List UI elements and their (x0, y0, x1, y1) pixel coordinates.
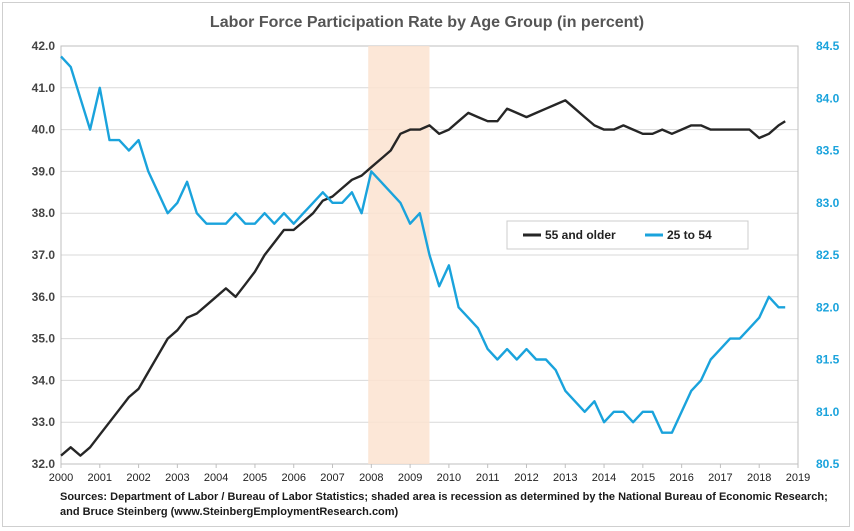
x-tick-label: 2017 (708, 472, 732, 484)
legend: 55 and older 25 to 54 (506, 220, 749, 250)
x-tick-label: 2011 (476, 472, 500, 484)
right-tick-label: 83.5 (816, 144, 840, 158)
right-tick-label: 82.0 (816, 300, 840, 314)
left-tick-label: 36.0 (32, 290, 56, 304)
x-tick-label: 2003 (165, 472, 189, 484)
left-tick-label: 40.0 (32, 123, 56, 137)
x-tick-label: 2013 (553, 472, 577, 484)
legend-box (506, 220, 749, 250)
legend-label-25-to-54: 25 to 54 (667, 228, 712, 242)
left-tick-label: 37.0 (32, 248, 56, 262)
x-tick-label: 2018 (747, 472, 771, 484)
series-line-55-and-older (60, 99, 786, 457)
x-tick-label: 2012 (514, 472, 538, 484)
left-tick-label: 35.0 (32, 332, 56, 346)
right-tick-label: 81.0 (816, 405, 840, 419)
left-tick-label: 41.0 (32, 81, 56, 95)
source-note: Sources: Department of Labor / Bureau of… (60, 491, 828, 518)
x-tick-label: 2001 (88, 472, 112, 484)
left-tick-label: 39.0 (32, 164, 56, 178)
right-tick-label: 81.5 (816, 353, 840, 367)
x-tick-label: 2005 (243, 472, 267, 484)
right-tick-label: 83.0 (816, 196, 840, 210)
series-lines (60, 55, 786, 457)
left-tick-label: 38.0 (32, 206, 56, 220)
x-tick-label: 2009 (398, 472, 422, 484)
left-tick-label: 33.0 (32, 415, 56, 429)
x-tick-label: 2019 (786, 472, 810, 484)
x-tick-label: 2010 (437, 472, 461, 484)
x-tick-label: 2014 (592, 472, 616, 484)
recession-shade (368, 46, 430, 464)
right-tick-label: 84.5 (816, 39, 840, 53)
right-tick-label: 84.0 (816, 91, 840, 105)
x-tick-label: 2002 (126, 472, 150, 484)
right-y-axis: 80.5 81.0 81.5 82.0 82.5 83.0 83.5 84.0 84.5 (816, 39, 840, 471)
chart-title: Labor Force Participation Rate by Age Gr… (210, 14, 644, 31)
legend-label-55-and-older: 55 and older (545, 228, 616, 242)
series-line-25-to-54 (60, 55, 786, 434)
right-tick-label: 80.5 (816, 457, 840, 471)
x-tick-label: 2015 (631, 472, 655, 484)
x-axis: 2000 2001 2002 2003 2004 2005 2006 2007 2008 2009… (49, 464, 810, 484)
x-tick-label: 2008 (359, 472, 383, 484)
recession-band (368, 46, 430, 464)
left-tick-label: 42.0 (32, 39, 56, 53)
x-tick-label: 2016 (669, 472, 693, 484)
x-tick-label: 2006 (281, 472, 305, 484)
left-tick-label: 32.0 (32, 457, 56, 471)
left-y-axis: 32.0 33.0 34.0 35.0 36.0 37.0 38.0 39.0 40.0 41.0… (32, 39, 56, 471)
right-tick-label: 82.5 (816, 248, 840, 262)
x-tick-label: 2004 (204, 472, 228, 484)
x-tick-label: 2000 (49, 472, 73, 484)
x-tick-label: 2007 (320, 472, 344, 484)
left-tick-label: 34.0 (32, 373, 56, 387)
